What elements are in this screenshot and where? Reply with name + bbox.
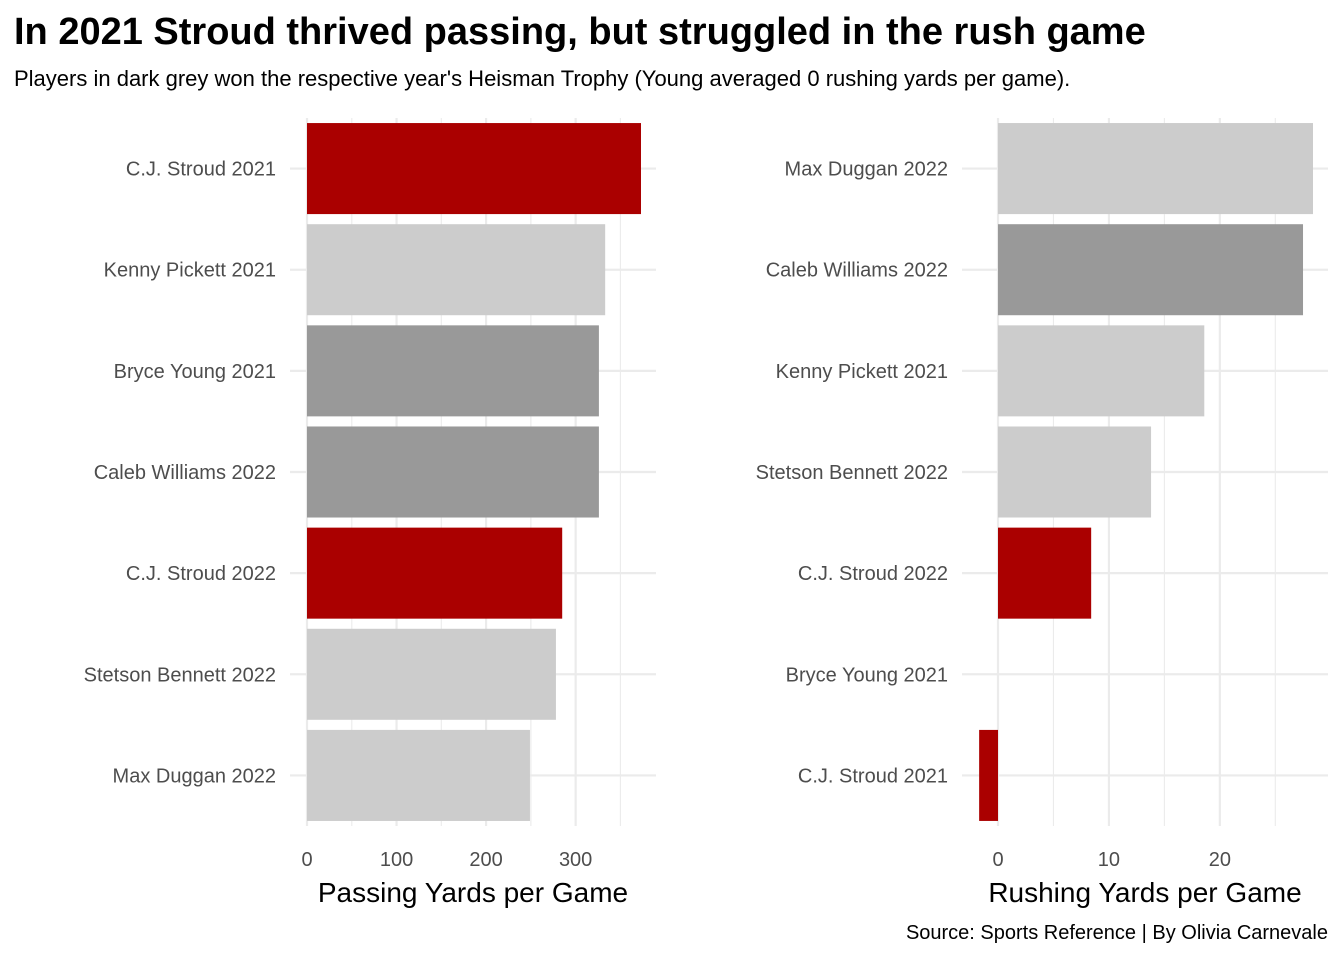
x-axis-title: Rushing Yards per Game [988, 877, 1301, 908]
bar [307, 730, 530, 821]
x-axis-title: Passing Yards per Game [318, 877, 628, 908]
category-label: Max Duggan 2022 [113, 765, 276, 787]
category-label: Stetson Bennett 2022 [756, 462, 948, 484]
bar [998, 224, 1303, 315]
bar [998, 426, 1151, 517]
bar [998, 123, 1313, 214]
bar [998, 528, 1091, 619]
x-tick-label: 0 [301, 849, 312, 871]
category-label: Caleb Williams 2022 [94, 462, 276, 484]
passing-panel: C.J. Stroud 2021 Kenny Pickett 2021 Bryce … [84, 118, 656, 908]
bar [998, 325, 1204, 416]
category-label: Bryce Young 2021 [786, 664, 948, 686]
x-tick-label: 200 [469, 849, 502, 871]
category-label: C.J. Stroud 2022 [126, 563, 276, 585]
x-tick-label: 10 [1098, 849, 1120, 871]
x-tick-label: 300 [559, 849, 592, 871]
bar [307, 629, 556, 720]
category-label: Max Duggan 2022 [785, 159, 948, 181]
x-tick-label: 20 [1209, 849, 1231, 871]
category-label: C.J. Stroud 2021 [798, 765, 948, 787]
category-label: Caleb Williams 2022 [766, 260, 948, 282]
bar [307, 224, 605, 315]
rushing-panel: Max Duggan 2022 Caleb Williams 2022 Kenny … [756, 118, 1328, 908]
category-label: Kenny Pickett 2021 [104, 260, 276, 282]
x-tick-label: 100 [380, 849, 413, 871]
category-label: C.J. Stroud 2021 [126, 159, 276, 181]
category-label: Kenny Pickett 2021 [776, 361, 948, 383]
bar [979, 730, 998, 821]
chart-caption: Source: Sports Reference | By Olivia Car… [906, 919, 1328, 947]
category-label: C.J. Stroud 2022 [798, 563, 948, 585]
bar [307, 123, 641, 214]
category-label: Bryce Young 2021 [114, 361, 276, 383]
bar [307, 528, 562, 619]
x-tick-label: 0 [992, 849, 1003, 871]
bar [307, 426, 599, 517]
bar [307, 325, 599, 416]
category-label: Stetson Bennett 2022 [84, 664, 276, 686]
